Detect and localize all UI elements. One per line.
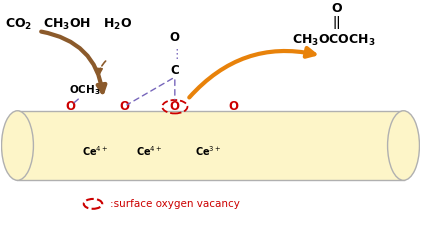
FancyArrowPatch shape [41, 32, 105, 92]
Text: O: O [331, 2, 342, 15]
Text: O: O [229, 100, 239, 113]
Text: O: O [120, 100, 130, 113]
Text: $\mathbf{CH_3OCOCH_3}$: $\mathbf{CH_3OCOCH_3}$ [293, 32, 376, 48]
Text: $\vdots$: $\vdots$ [171, 47, 179, 61]
Text: Ce$^{4+}$: Ce$^{4+}$ [136, 144, 163, 158]
Text: $\mathbf{CH_3OH}$: $\mathbf{CH_3OH}$ [43, 17, 91, 32]
Text: O: O [170, 31, 180, 44]
Text: ||: || [332, 16, 341, 29]
Polygon shape [18, 111, 403, 180]
Text: Ce$^{4+}$: Ce$^{4+}$ [82, 144, 108, 158]
Text: O: O [170, 100, 180, 113]
FancyArrowPatch shape [189, 48, 314, 97]
FancyArrowPatch shape [97, 61, 106, 74]
Text: $\mathbf{H_2O}$: $\mathbf{H_2O}$ [104, 17, 133, 32]
Text: O: O [65, 100, 75, 113]
Text: :surface oxygen vacancy: :surface oxygen vacancy [110, 199, 240, 209]
Text: $\mathbf{CO_2}$: $\mathbf{CO_2}$ [5, 17, 32, 32]
Text: $\mathbf{OCH_3}$: $\mathbf{OCH_3}$ [69, 84, 101, 97]
Ellipse shape [2, 111, 33, 180]
Text: Ce$^{3+}$: Ce$^{3+}$ [195, 144, 221, 158]
Text: C: C [171, 64, 179, 77]
Ellipse shape [388, 111, 419, 180]
